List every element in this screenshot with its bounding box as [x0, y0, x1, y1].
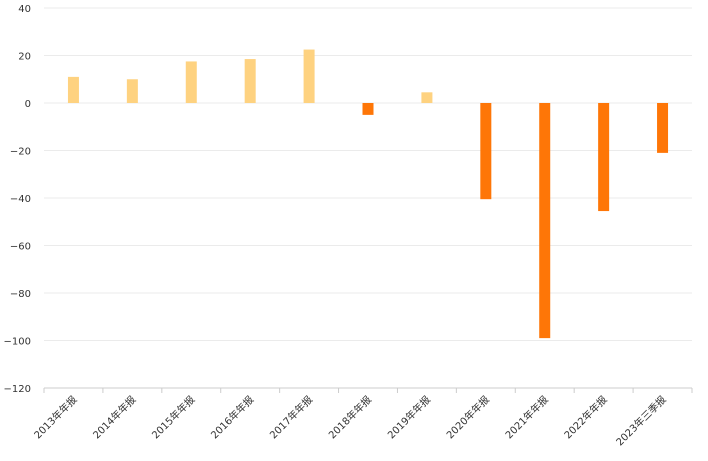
bar [598, 103, 610, 212]
bar [480, 103, 492, 200]
y-tick-label: −100 [4, 337, 31, 348]
y-tick-label: 20 [18, 52, 31, 63]
bars [67, 49, 669, 339]
x-tick-label: 2020年年报 [444, 393, 492, 441]
y-tick-label: −80 [10, 289, 31, 300]
bar [362, 103, 374, 115]
y-tick-label: −40 [10, 194, 31, 205]
bar [244, 59, 256, 103]
bar [67, 76, 79, 103]
y-tick-label: 0 [25, 99, 31, 110]
x-tick-labels: 2013年年报 2014年年报 2015年年报 2016年年报 2017年年报 2018年… [31, 393, 668, 448]
x-tick-label: 2022年年报 [561, 393, 609, 441]
axes [43, 387, 693, 393]
x-tick-label: 2023年三季报 [613, 393, 668, 448]
x-tick-label: 2017年年报 [267, 393, 315, 441]
x-tick-label: 2014年年报 [90, 393, 138, 441]
x-tick-label: 2013年年报 [31, 393, 79, 441]
bar [185, 61, 197, 103]
y-tick-labels: 40 20 0 −20 −40 −60 −80 −100 −120 [4, 4, 31, 395]
bar [303, 49, 315, 103]
x-tick-label: 2015年年报 [149, 393, 197, 441]
bar [539, 103, 551, 339]
bar [657, 103, 669, 153]
x-tick-label: 2018年年报 [326, 393, 374, 441]
y-tick-label: −20 [10, 147, 31, 158]
y-tick-label: −60 [10, 242, 31, 253]
y-tick-label: 40 [18, 4, 31, 15]
x-tick-label: 2021年年报 [502, 393, 550, 441]
x-tick-label: 2019年年报 [385, 393, 433, 441]
y-tick-label: −120 [4, 384, 31, 395]
bar [126, 79, 138, 103]
gridlines [44, 7, 692, 341]
x-tick-label: 2016年年报 [208, 393, 256, 441]
bar [421, 92, 433, 103]
